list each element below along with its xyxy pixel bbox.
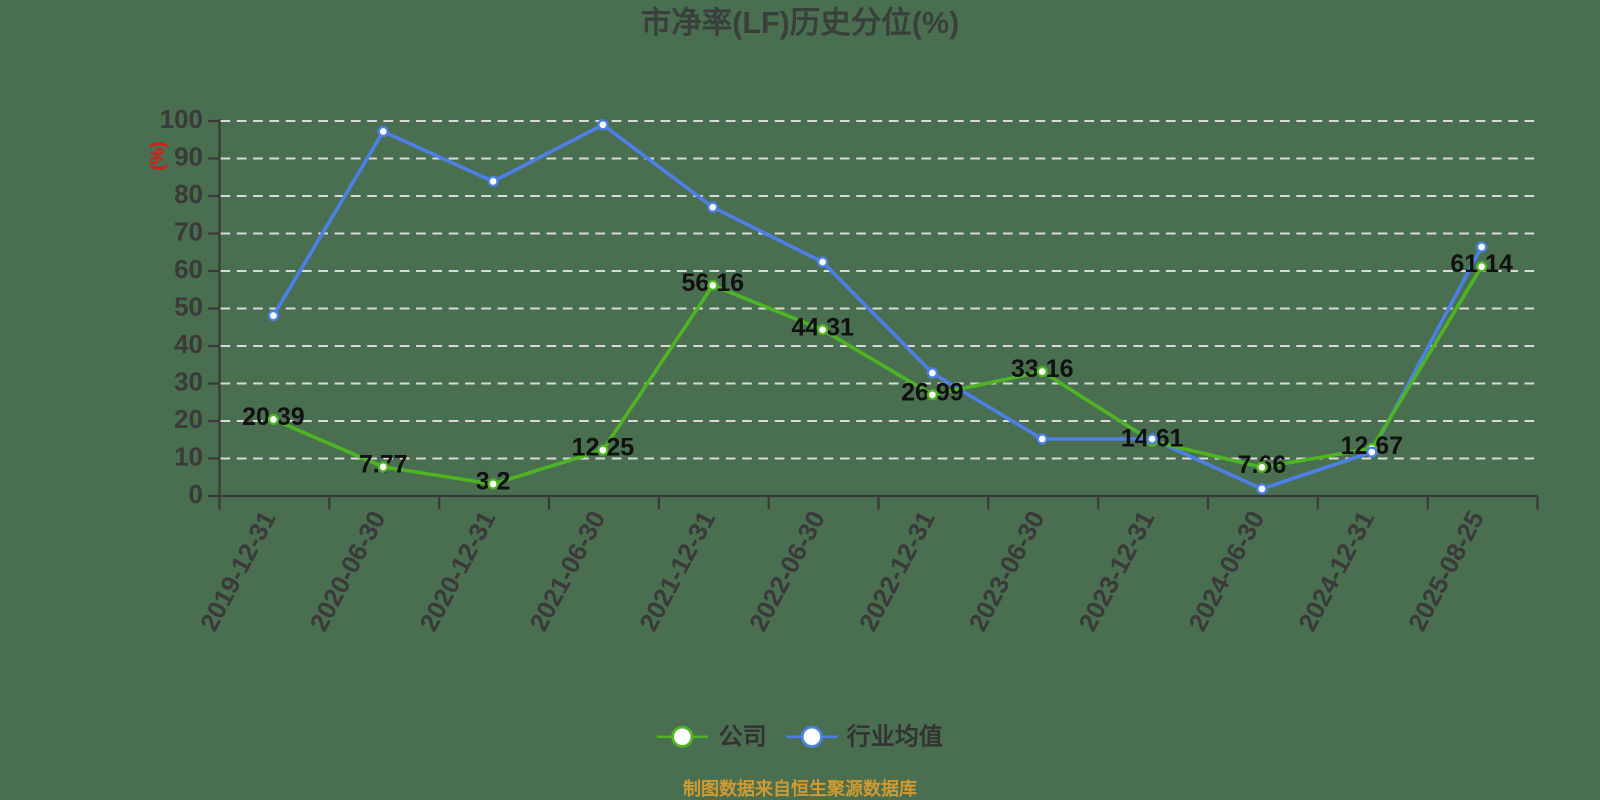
svg-text:90: 90 bbox=[174, 141, 203, 171]
svg-text:20: 20 bbox=[174, 404, 203, 434]
svg-text:80: 80 bbox=[174, 179, 203, 209]
svg-text:40: 40 bbox=[174, 329, 203, 359]
svg-text:市净率(LF)历史分位(%): 市净率(LF)历史分位(%) bbox=[641, 5, 960, 40]
svg-text:50: 50 bbox=[174, 291, 203, 321]
svg-text:60: 60 bbox=[174, 254, 203, 284]
svg-text:70: 70 bbox=[174, 216, 203, 246]
svg-text:10: 10 bbox=[174, 441, 203, 471]
svg-text:行业均值: 行业均值 bbox=[846, 722, 943, 750]
svg-text:公司: 公司 bbox=[719, 723, 767, 750]
svg-text:(%): (%) bbox=[147, 142, 168, 171]
svg-text:制图数据来自恒生聚源数据库: 制图数据来自恒生聚源数据库 bbox=[683, 778, 917, 799]
svg-text:0: 0 bbox=[189, 479, 203, 509]
svg-text:30: 30 bbox=[174, 366, 203, 396]
svg-text:100: 100 bbox=[160, 104, 203, 134]
